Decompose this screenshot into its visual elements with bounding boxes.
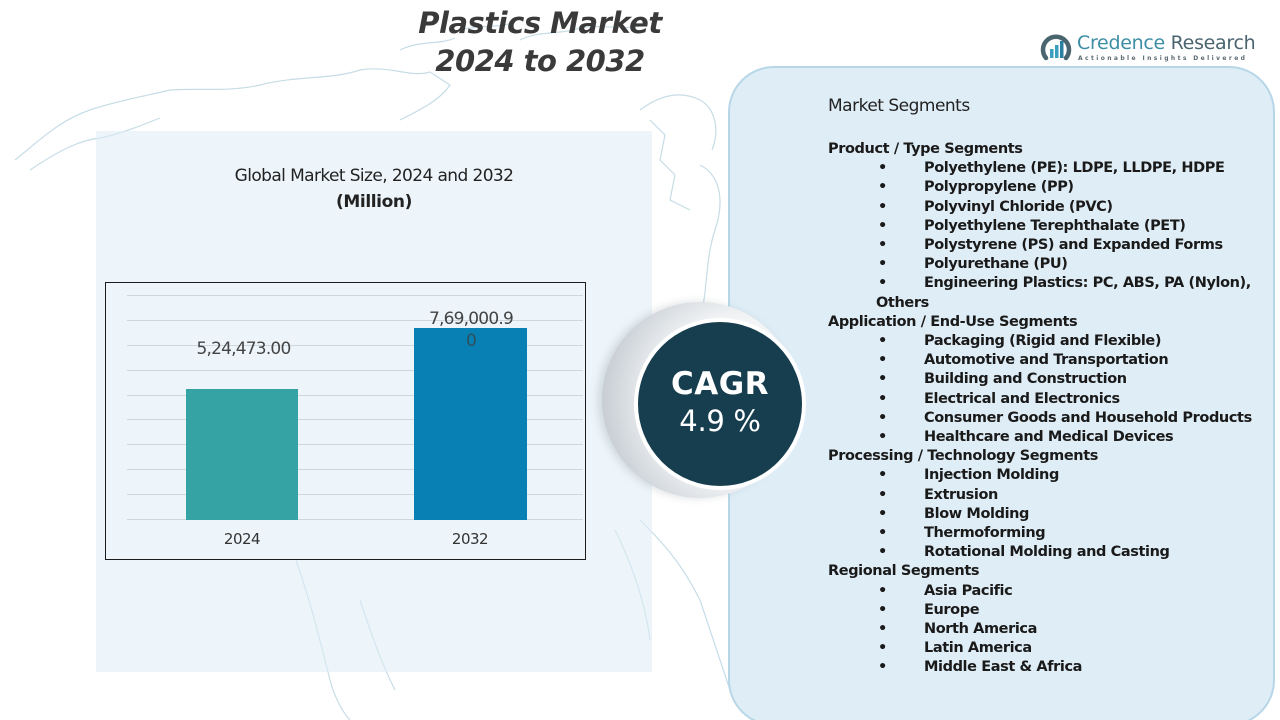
bullet-icon: • — [878, 198, 887, 215]
bullet-icon: • — [878, 486, 887, 503]
segment-group-title: Regional Segments — [828, 563, 980, 580]
segment-item: • Polystyrene (PS) and Expanded Forms — [828, 236, 1268, 255]
segment-item: • Polyethylene Terephthalate (PET) — [828, 217, 1268, 236]
gridline — [127, 320, 583, 321]
title-line-1: Plastics Market — [418, 6, 662, 40]
segment-group-title: Processing / Technology Segments — [828, 448, 1098, 465]
segment-item: • Latin America — [828, 639, 1268, 658]
segment-item: • Healthcare and Medical Devices — [828, 428, 1268, 447]
segment-item: • Middle East & Africa — [828, 658, 1268, 677]
segment-item: • Engineering Plastics: PC, ABS, PA (Nylo… — [828, 274, 1268, 293]
bullet-icon: • — [878, 525, 887, 542]
gridline-baseline — [127, 519, 583, 520]
bullet-icon: • — [878, 390, 887, 407]
segment-item: • Extrusion — [828, 486, 1268, 505]
gridline — [127, 469, 583, 470]
segment-group-title: Application / End-Use Segments — [828, 313, 1078, 330]
gridline — [127, 295, 583, 296]
brand-name: Credence Research — [1077, 32, 1256, 54]
page-title: Plastics Market 2024 to 2032 — [390, 4, 690, 80]
segment-item: • Europe — [828, 601, 1268, 620]
segments-title: Market Segments — [828, 96, 970, 116]
bullet-icon: • — [878, 601, 887, 618]
segment-item: • Rotational Molding and Casting — [828, 543, 1268, 562]
gridline — [127, 494, 583, 495]
chart-subtitle: Global Market Size, 2024 and 2032 — [234, 166, 514, 186]
brand-part-1: Credence — [1077, 32, 1165, 54]
bar-2024-value-label: 5,24,473.00 — [196, 339, 292, 359]
bullet-icon: • — [878, 160, 887, 177]
chart-unit: (Million) — [336, 192, 412, 212]
bullet-icon: • — [878, 333, 887, 350]
gridline — [127, 370, 583, 371]
bullet-icon: • — [878, 467, 887, 484]
bullet-icon: • — [878, 429, 887, 446]
bullet-icon: • — [878, 621, 887, 638]
gridline — [127, 345, 583, 346]
credence-research-logo: Credence Research Actionable Insights De… — [1040, 30, 1260, 70]
bullet-icon: • — [878, 371, 887, 388]
segment-item: • North America — [828, 620, 1268, 639]
segment-item: • Electrical and Electronics — [828, 390, 1268, 409]
segment-item: • Asia Pacific — [828, 582, 1268, 601]
bullet-icon: • — [878, 544, 887, 561]
bullet-icon: • — [878, 256, 887, 273]
gridline — [127, 419, 583, 420]
gridline — [127, 395, 583, 396]
segment-item: • Packaging (Rigid and Flexible) — [828, 332, 1268, 351]
cagr-badge: CAGR 4.9 % — [634, 318, 806, 490]
bullet-icon: • — [878, 640, 887, 657]
segment-group-title: Product / Type Segments — [828, 141, 1023, 157]
segment-item: • Blow Molding — [828, 505, 1268, 524]
segment-item: • Polyurethane (PU) — [828, 255, 1268, 274]
bullet-icon: • — [878, 505, 887, 522]
segment-item: • Automotive and Transportation — [828, 351, 1268, 370]
segment-item: • Injection Molding — [828, 466, 1268, 485]
bar-2032-value-label: 7,69,000.9 0 — [406, 308, 536, 352]
segment-item: • Building and Construction — [828, 370, 1268, 389]
brand-tagline: Actionable Insights Delivered — [1078, 55, 1248, 62]
segment-item: • Polyethylene (PE): LDPE, LLDPE, HDPE — [828, 159, 1268, 178]
bar-2024 — [186, 389, 298, 520]
brand-part-2: Research — [1164, 32, 1256, 54]
segment-item: • Polypropylene (PP) — [828, 178, 1268, 197]
bullet-icon: • — [878, 582, 887, 599]
segment-item: • Polyvinyl Chloride (PVC) — [828, 198, 1268, 217]
bullet-icon: • — [878, 275, 887, 292]
segment-item: • Thermoforming — [828, 524, 1268, 543]
bar-2032-value-line-2: 0 — [465, 331, 477, 351]
bullet-icon: • — [878, 409, 887, 426]
bullet-icon: • — [878, 352, 887, 369]
bullet-icon: • — [878, 179, 887, 196]
chart-heading: Global Market Size, 2024 and 2032 (Milli… — [96, 166, 652, 212]
segment-item: • Consumer Goods and Household Products — [828, 409, 1268, 428]
bar-chart: 5,24,473.00 7,69,000.9 0 2024 2032 — [105, 282, 586, 560]
x-axis-label-2032: 2032 — [451, 530, 489, 548]
bar-chart-circle-icon — [1040, 34, 1072, 61]
x-axis-label-2024: 2024 — [223, 530, 261, 548]
bar-2032-value-line-1: 7,69,000.9 — [429, 309, 514, 329]
segment-item-continuation: Others — [876, 294, 929, 311]
title-line-2: 2024 to 2032 — [435, 44, 645, 78]
gridline — [127, 444, 583, 445]
bullet-icon: • — [878, 659, 887, 676]
bar-2032 — [414, 328, 527, 520]
bullet-icon: • — [878, 217, 887, 234]
cagr-value: 4.9 % — [679, 404, 761, 438]
bullet-icon: • — [878, 237, 887, 254]
cagr-label: CAGR — [670, 366, 770, 402]
segments-list: Market Segments Product / Type Segments … — [828, 96, 1268, 678]
